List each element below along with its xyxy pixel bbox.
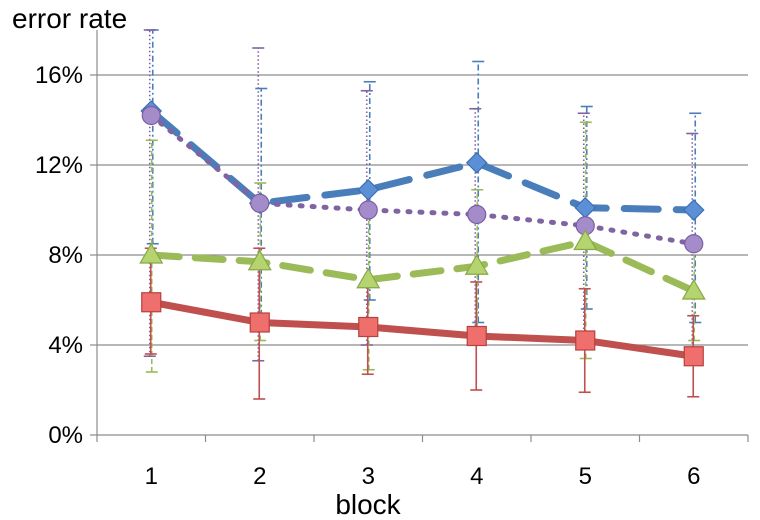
y-axis-label: error rate <box>12 3 127 34</box>
x-tick-label: 2 <box>253 463 266 490</box>
point-diamond <box>574 196 597 219</box>
x-tick-label: 1 <box>145 463 158 490</box>
point-triangle <box>573 229 598 251</box>
point-circle <box>684 234 704 254</box>
point-triangle <box>681 278 706 300</box>
y-tick-label: 8% <box>48 242 83 269</box>
point-circle <box>467 204 487 225</box>
axes <box>90 30 749 442</box>
data-markers <box>139 100 706 367</box>
x-axis-label: block <box>335 489 401 520</box>
x-tick-label: 6 <box>687 463 700 490</box>
point-diamond <box>357 178 380 201</box>
point-triangle <box>464 254 489 275</box>
point-triangle <box>139 242 164 264</box>
point-circle <box>358 200 378 220</box>
y-tick-label: 16% <box>35 62 83 89</box>
point-circle <box>141 105 161 126</box>
point-square <box>141 292 162 313</box>
x-tick-label: 5 <box>579 463 592 490</box>
point-square <box>358 316 379 338</box>
series-lines <box>147 107 698 360</box>
series-line-square <box>147 298 698 360</box>
y-tick-label: 4% <box>48 332 83 359</box>
point-square <box>249 312 270 333</box>
point-circle <box>250 193 270 213</box>
point-triangle <box>247 249 272 271</box>
point-square <box>575 330 596 351</box>
x-tick-label: 3 <box>362 463 375 490</box>
series-line-circle <box>148 113 697 247</box>
point-diamond <box>682 199 705 221</box>
y-tick-label: 0% <box>48 422 83 449</box>
point-square <box>466 325 487 347</box>
tick-labels: 0% 4% 8% 12% 16% 1 2 3 4 5 6 <box>35 62 700 490</box>
series-line-diamond <box>147 107 698 214</box>
point-triangle <box>356 267 381 289</box>
x-tick-label: 4 <box>470 463 483 490</box>
series-line-triangle <box>147 238 698 295</box>
point-square <box>683 346 704 367</box>
y-tick-label: 12% <box>35 152 83 179</box>
point-diamond <box>465 151 488 174</box>
